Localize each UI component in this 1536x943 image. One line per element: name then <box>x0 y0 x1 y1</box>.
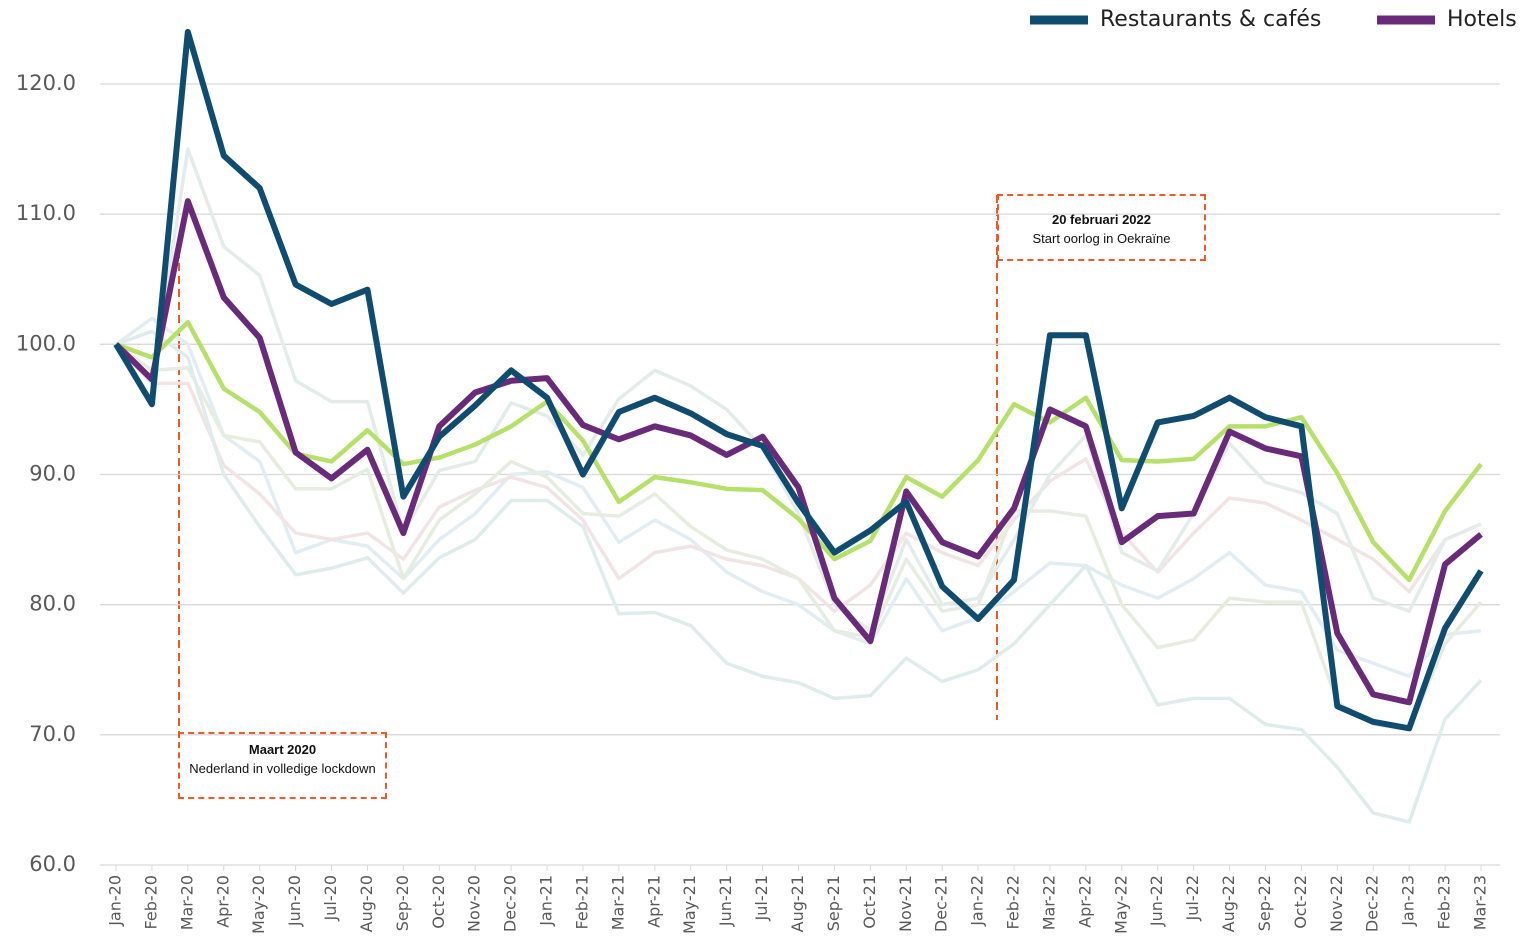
series-line <box>115 319 1483 583</box>
x-tick-label: Apr-22 <box>1075 875 1094 928</box>
legend-label: Restaurants & cafés <box>1100 7 1321 32</box>
y-tick-label: 100.0 <box>16 331 76 355</box>
series-line <box>114 316 1482 679</box>
series-line <box>114 147 1482 633</box>
x-tick-label: Sep-21 <box>824 875 843 931</box>
x-tick-label: Nov-22 <box>1327 875 1346 932</box>
x-tick-label: Dec-22 <box>1363 875 1382 932</box>
x-tick-label: Dec-21 <box>932 875 951 932</box>
x-tick-label: Jan-22 <box>968 875 987 927</box>
x-tick-label: Dec-20 <box>501 875 520 932</box>
annotation-title: 20 februari 2022 <box>1051 212 1151 227</box>
annotation-text: Nederland in volledige lockdown <box>189 761 376 776</box>
x-tick-label: Jul-20 <box>321 875 340 921</box>
x-tick-label: Jul-22 <box>1183 875 1202 921</box>
x-tick-label: Jun-22 <box>1147 875 1166 927</box>
x-tick-label: Oct-20 <box>429 875 448 929</box>
x-tick-label: Jan-21 <box>537 875 556 927</box>
annotation: Maart 2020 Nederland in volledige lockdow… <box>178 732 387 799</box>
x-tick-label: Jun-20 <box>285 875 304 927</box>
x-tick-label: Aug-20 <box>357 875 376 932</box>
x-tick-label: Mar-20 <box>177 875 196 930</box>
x-tick-label: May-22 <box>1111 875 1130 934</box>
y-tick-label: 110.0 <box>16 201 76 225</box>
x-tick-label: Nov-21 <box>896 875 915 932</box>
x-tick-label: Apr-20 <box>213 875 232 928</box>
legend-label: Hotels <box>1447 7 1517 32</box>
y-tick-label: 90.0 <box>29 462 76 486</box>
x-tick-label: Jun-21 <box>716 875 735 927</box>
y-tick-label: 60.0 <box>29 852 76 876</box>
x-tick-label: Feb-20 <box>141 875 160 929</box>
x-tick-label: Mar-23 <box>1471 875 1490 930</box>
x-tick-label: Aug-22 <box>1219 875 1238 932</box>
x-tick-label: Sep-20 <box>393 875 412 931</box>
x-tick-label: Sep-22 <box>1255 875 1274 931</box>
series-line <box>115 329 1483 824</box>
x-tick-label: Jan-23 <box>1399 875 1418 927</box>
y-tick-label: 70.0 <box>29 722 76 746</box>
x-tick-label: Feb-23 <box>1435 875 1454 929</box>
x-tick-label: Oct-21 <box>860 875 879 929</box>
x-tick-label: Jul-21 <box>752 875 771 921</box>
y-tick-label: 80.0 <box>29 592 76 616</box>
x-tick-label: Mar-21 <box>608 875 627 930</box>
annotation: 20 februari 2022 Start oorlog in Oekraïne <box>997 194 1206 261</box>
y-tick-label: 120.0 <box>16 71 76 95</box>
series-line <box>113 28 1484 732</box>
x-tick-label: Oct-22 <box>1291 875 1310 929</box>
x-tick-label: Nov-20 <box>465 875 484 932</box>
annotation-text: Start oorlog in Oekraïne <box>1032 231 1171 246</box>
x-tick-label: Aug-21 <box>788 875 807 932</box>
x-tick-label: May-20 <box>249 875 268 934</box>
x-tick-label: Apr-21 <box>644 875 663 928</box>
x-tick-label: Feb-21 <box>572 875 591 929</box>
x-tick-label: Mar-22 <box>1039 875 1058 930</box>
annotation-title: Maart 2020 <box>248 742 317 757</box>
series-line <box>114 342 1483 732</box>
x-tick-label: May-21 <box>680 875 699 934</box>
x-tick-label: Jan-20 <box>106 875 125 927</box>
x-tick-label: Feb-22 <box>1004 875 1023 929</box>
series-line <box>113 198 1483 706</box>
